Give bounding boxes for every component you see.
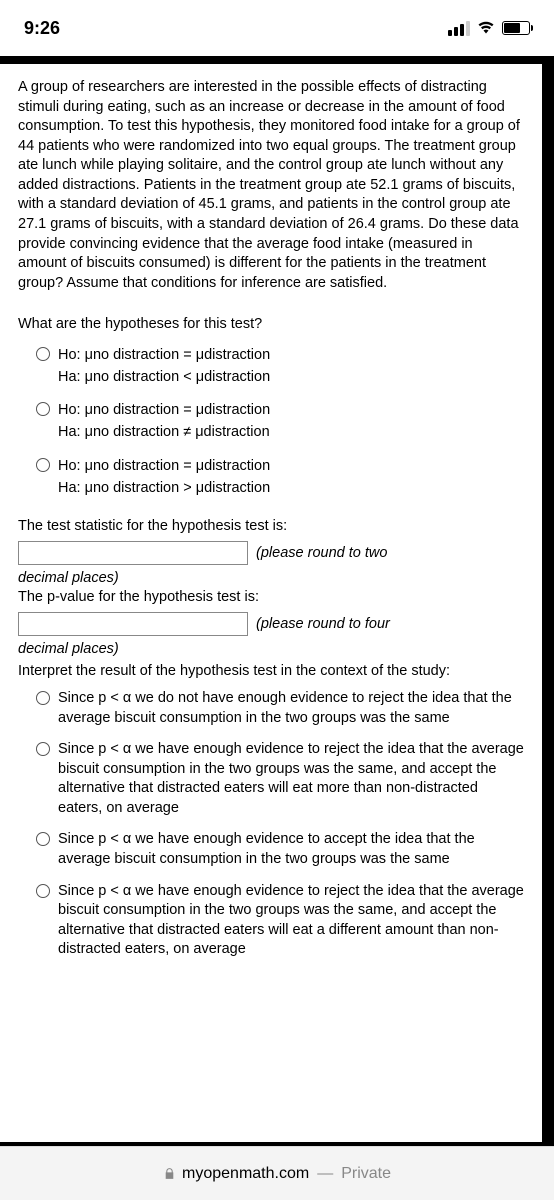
status-bar: 9:26	[0, 0, 554, 56]
test-statistic-input[interactable]	[18, 541, 248, 565]
interpret-option-2[interactable]: Since p < α we have enough evidence to r…	[36, 740, 524, 818]
hypotheses-question-label: What are the hypotheses for this test?	[18, 315, 524, 335]
interpret-label: Interpret the result of the hypothesis t…	[18, 662, 524, 682]
interpret-text: Since p < α we have enough evidence to r…	[58, 882, 524, 960]
ha-text: Ha: μno distraction > μdistraction	[58, 478, 524, 500]
cellular-signal-icon	[448, 21, 470, 36]
browser-address-bar[interactable]: myopenmath.com — Private	[0, 1146, 554, 1200]
radio-icon	[36, 691, 50, 705]
h0-text: Ho: μno distraction = μdistraction	[58, 345, 524, 367]
test-statistic-label: The test statistic for the hypothesis te…	[18, 518, 287, 534]
radio-icon	[36, 742, 50, 756]
separator: —	[317, 1165, 333, 1183]
h0-text: Ho: μno distraction = μdistraction	[58, 400, 524, 422]
hypothesis-option-2[interactable]: Ho: μno distraction = μdistraction Ha: μ…	[36, 400, 524, 444]
interpret-text: Since p < α we do not have enough eviden…	[58, 689, 524, 728]
round-note-2-cont: decimal places)	[18, 641, 119, 657]
domain-text: myopenmath.com	[182, 1165, 309, 1183]
phone-frame: 9:26 A group of researchers are interest…	[0, 0, 554, 1200]
radio-icon	[36, 832, 50, 846]
problem-statement: A group of researchers are interested in…	[18, 78, 524, 293]
radio-icon	[36, 884, 50, 898]
h0-text: Ho: μno distraction = μdistraction	[58, 456, 524, 478]
status-time: 9:26	[24, 18, 60, 39]
hypothesis-option-3[interactable]: Ho: μno distraction = μdistraction Ha: μ…	[36, 456, 524, 500]
content-area: A group of researchers are interested in…	[0, 56, 554, 1146]
radio-icon	[36, 458, 50, 472]
p-value-input[interactable]	[18, 612, 248, 636]
hypothesis-option-1[interactable]: Ho: μno distraction = μdistraction Ha: μ…	[36, 345, 524, 389]
ha-text: Ha: μno distraction ≠ μdistraction	[58, 422, 524, 444]
interpret-text: Since p < α we have enough evidence to a…	[58, 830, 524, 869]
round-note-2: (please round to four	[256, 616, 390, 632]
private-label: Private	[341, 1165, 391, 1183]
interpret-options: Since p < α we do not have enough eviden…	[18, 689, 524, 960]
p-value-label: The p-value for the hypothesis test is:	[18, 589, 259, 605]
round-note: (please round to two	[256, 545, 387, 561]
radio-icon	[36, 402, 50, 416]
round-note-cont: decimal places)	[18, 570, 119, 586]
ha-text: Ha: μno distraction < μdistraction	[58, 367, 524, 389]
test-statistic-section: The test statistic for the hypothesis te…	[18, 517, 524, 659]
status-icons	[448, 18, 530, 39]
interpret-option-1[interactable]: Since p < α we do not have enough eviden…	[36, 689, 524, 728]
radio-icon	[36, 347, 50, 361]
interpret-text: Since p < α we have enough evidence to r…	[58, 740, 524, 818]
lock-icon	[163, 1167, 176, 1180]
battery-icon	[502, 21, 530, 35]
wifi-icon	[476, 18, 496, 39]
interpret-option-4[interactable]: Since p < α we have enough evidence to r…	[36, 882, 524, 960]
question-page: A group of researchers are interested in…	[0, 64, 542, 1142]
hypotheses-options: Ho: μno distraction = μdistraction Ha: μ…	[18, 345, 524, 500]
interpret-option-3[interactable]: Since p < α we have enough evidence to a…	[36, 830, 524, 869]
